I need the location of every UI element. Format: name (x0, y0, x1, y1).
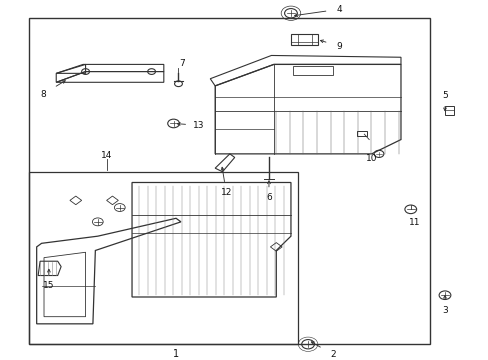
Bar (29, 18, 429, 343)
Text: 12: 12 (220, 188, 231, 197)
Text: 9: 9 (336, 42, 342, 51)
Text: 11: 11 (408, 218, 420, 227)
Text: 13: 13 (193, 121, 204, 130)
Text: 5: 5 (441, 91, 447, 100)
Bar (29, 172, 298, 343)
Text: 10: 10 (365, 154, 377, 163)
Text: 15: 15 (43, 281, 55, 290)
Text: 1: 1 (173, 348, 179, 359)
Bar (444, 105, 453, 114)
Bar (356, 131, 366, 136)
Text: 8: 8 (40, 90, 46, 99)
Bar (291, 34, 318, 45)
Text: 4: 4 (336, 5, 342, 14)
Text: 14: 14 (101, 151, 112, 160)
Text: 2: 2 (330, 350, 336, 359)
Text: 3: 3 (441, 306, 447, 315)
Bar (293, 66, 332, 75)
Text: 7: 7 (179, 59, 185, 68)
Text: 6: 6 (265, 193, 271, 202)
